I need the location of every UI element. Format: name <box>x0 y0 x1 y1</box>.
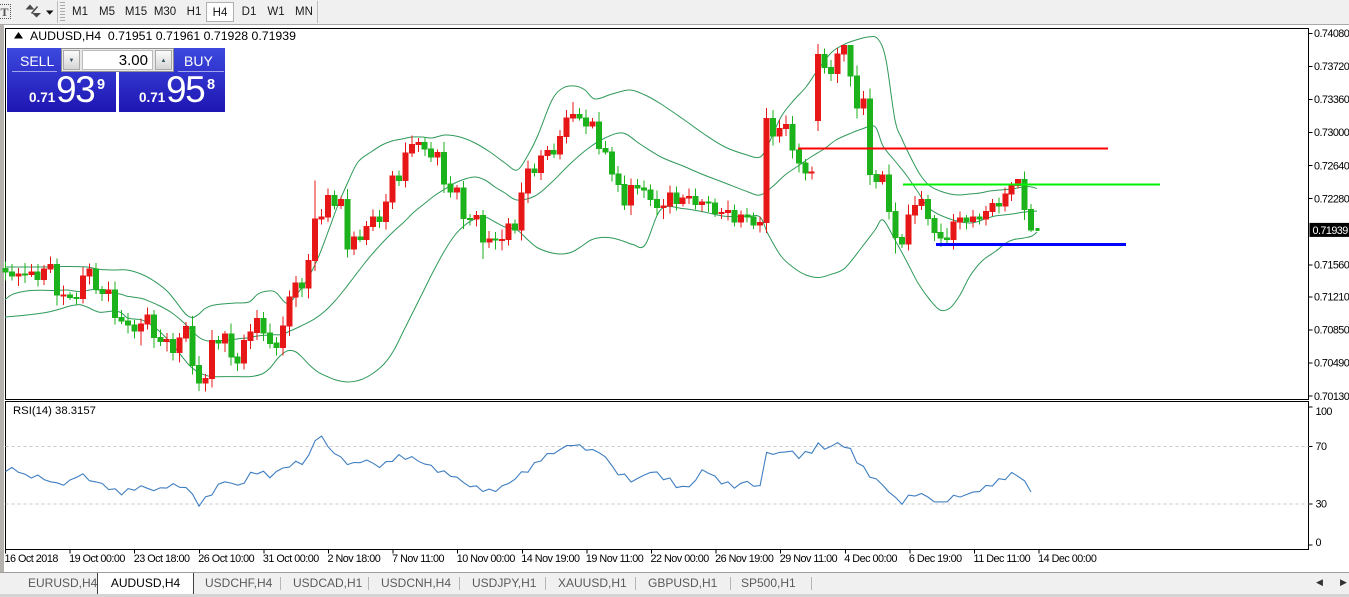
svg-text:0: 0 <box>1316 537 1322 549</box>
svg-text:4 Dec 00:00: 4 Dec 00:00 <box>844 553 897 565</box>
svg-text:0.71939: 0.71939 <box>1313 225 1349 237</box>
svg-text:31 Oct 00:00: 31 Oct 00:00 <box>263 553 319 565</box>
svg-text:0.70130: 0.70130 <box>1314 391 1349 403</box>
svg-text:0.70850: 0.70850 <box>1314 325 1349 337</box>
svg-text:11 Dec 11:00: 11 Dec 11:00 <box>974 553 1031 565</box>
svg-text:RSI(14) 38.3157: RSI(14) 38.3157 <box>13 405 96 417</box>
svg-text:6 Dec 19:00: 6 Dec 19:00 <box>909 553 962 565</box>
svg-text:0.71560: 0.71560 <box>1314 260 1349 272</box>
svg-text:26 Oct 10:00: 26 Oct 10:00 <box>198 553 254 565</box>
svg-text:0.73720: 0.73720 <box>1314 61 1349 73</box>
svg-text:0.74080: 0.74080 <box>1314 28 1349 40</box>
svg-text:0.70490: 0.70490 <box>1314 358 1349 370</box>
svg-text:19 Nov 11:00: 19 Nov 11:00 <box>586 553 644 565</box>
svg-text:14 Dec 00:00: 14 Dec 00:00 <box>1038 553 1097 565</box>
svg-text:30: 30 <box>1316 499 1327 511</box>
svg-text:14 Nov 19:00: 14 Nov 19:00 <box>521 553 580 565</box>
svg-text:22 Nov 00:00: 22 Nov 00:00 <box>651 553 710 565</box>
svg-text:10 Nov 00:00: 10 Nov 00:00 <box>457 553 516 565</box>
svg-text:19 Oct 00:00: 19 Oct 00:00 <box>69 553 125 565</box>
svg-text:0.72640: 0.72640 <box>1314 160 1349 172</box>
svg-text:0.72280: 0.72280 <box>1314 193 1349 205</box>
svg-text:16 Oct 2018: 16 Oct 2018 <box>5 553 59 565</box>
svg-text:0.73000: 0.73000 <box>1314 127 1349 139</box>
svg-text:26 Nov 19:00: 26 Nov 19:00 <box>715 553 774 565</box>
svg-text:2 Nov 18:00: 2 Nov 18:00 <box>328 553 381 565</box>
svg-text:0.73360: 0.73360 <box>1314 94 1349 106</box>
svg-text:29 Nov 11:00: 29 Nov 11:00 <box>780 553 838 565</box>
svg-text:100: 100 <box>1316 406 1333 418</box>
svg-text:0.71210: 0.71210 <box>1314 292 1349 304</box>
svg-text:AUDUSD,H4 0.71951 0.71961 0.7: AUDUSD,H4 0.71951 0.71961 0.71928 0.7193… <box>30 29 296 43</box>
svg-text:23 Oct 18:00: 23 Oct 18:00 <box>134 553 190 565</box>
svg-text:7 Nov 11:00: 7 Nov 11:00 <box>392 553 444 565</box>
svg-text:70: 70 <box>1316 441 1327 453</box>
